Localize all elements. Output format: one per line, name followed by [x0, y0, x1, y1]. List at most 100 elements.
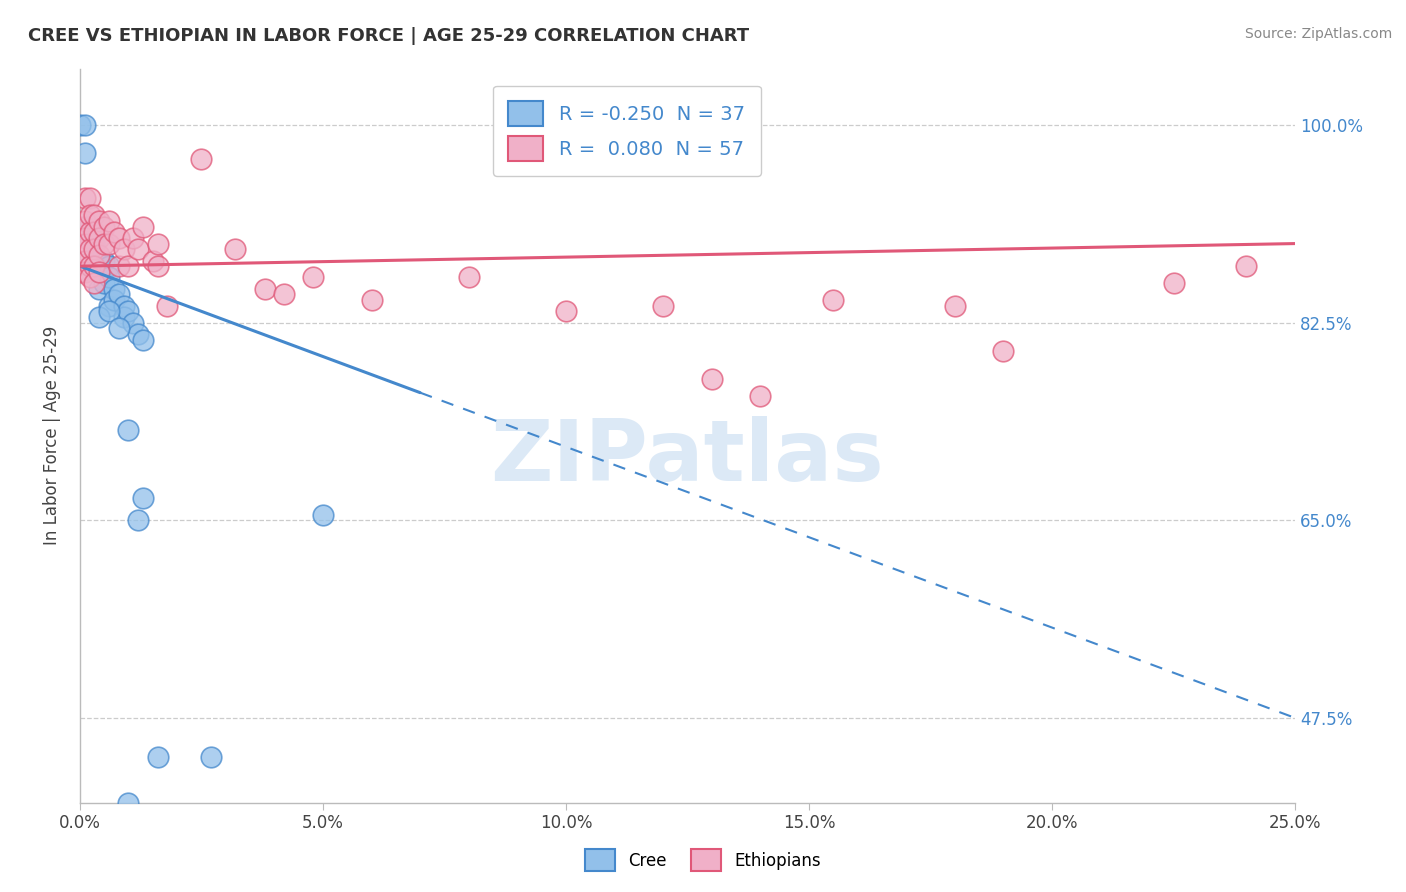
Point — [98, 299, 121, 313]
Point — [360, 293, 382, 307]
Point — [73, 219, 96, 234]
Point — [273, 287, 295, 301]
Point — [93, 219, 115, 234]
Point — [79, 208, 101, 222]
Point — [73, 191, 96, 205]
Point — [89, 248, 111, 262]
Point — [107, 287, 129, 301]
Point — [83, 242, 105, 256]
Legend: Cree, Ethiopians: Cree, Ethiopians — [576, 841, 830, 880]
Point — [83, 259, 105, 273]
Point — [73, 265, 96, 279]
Point — [89, 265, 111, 279]
Point — [127, 326, 149, 341]
Point — [73, 231, 96, 245]
Point — [89, 231, 111, 245]
Point — [312, 508, 335, 522]
Point — [122, 316, 145, 330]
Point — [69, 118, 91, 132]
Point — [98, 259, 121, 273]
Point — [652, 299, 675, 313]
Point — [98, 214, 121, 228]
Point — [107, 259, 129, 273]
Point — [302, 270, 325, 285]
Point — [1234, 259, 1257, 273]
Point — [89, 265, 111, 279]
Legend: R = -0.250  N = 37, R =  0.080  N = 57: R = -0.250 N = 37, R = 0.080 N = 57 — [494, 86, 761, 177]
Point — [98, 236, 121, 251]
Point — [79, 270, 101, 285]
Point — [73, 253, 96, 268]
Point — [98, 270, 121, 285]
Point — [200, 750, 222, 764]
Point — [117, 304, 139, 318]
Point — [103, 282, 125, 296]
Point — [146, 259, 169, 273]
Point — [83, 259, 105, 273]
Point — [83, 236, 105, 251]
Point — [142, 253, 165, 268]
Point — [79, 231, 101, 245]
Point — [79, 225, 101, 239]
Point — [117, 259, 139, 273]
Point — [127, 242, 149, 256]
Point — [93, 236, 115, 251]
Point — [112, 299, 135, 313]
Point — [98, 304, 121, 318]
Text: CREE VS ETHIOPIAN IN LABOR FORCE | AGE 25-29 CORRELATION CHART: CREE VS ETHIOPIAN IN LABOR FORCE | AGE 2… — [28, 27, 749, 45]
Point — [700, 372, 723, 386]
Point — [555, 304, 578, 318]
Point — [132, 219, 155, 234]
Point — [73, 231, 96, 245]
Point — [79, 242, 101, 256]
Point — [117, 423, 139, 437]
Point — [89, 282, 111, 296]
Point — [69, 219, 91, 234]
Point — [156, 299, 179, 313]
Point — [83, 208, 105, 222]
Point — [107, 231, 129, 245]
Point — [146, 236, 169, 251]
Point — [93, 253, 115, 268]
Point — [993, 343, 1015, 358]
Point — [253, 282, 276, 296]
Point — [107, 321, 129, 335]
Point — [190, 152, 212, 166]
Point — [112, 242, 135, 256]
Point — [83, 225, 105, 239]
Point — [1163, 276, 1185, 290]
Point — [943, 299, 966, 313]
Point — [79, 191, 101, 205]
Point — [103, 293, 125, 307]
Point — [103, 225, 125, 239]
Text: Source: ZipAtlas.com: Source: ZipAtlas.com — [1244, 27, 1392, 41]
Point — [132, 333, 155, 347]
Point — [73, 146, 96, 161]
Y-axis label: In Labor Force | Age 25-29: In Labor Force | Age 25-29 — [44, 326, 60, 545]
Point — [69, 236, 91, 251]
Point — [224, 242, 246, 256]
Point — [73, 236, 96, 251]
Point — [132, 491, 155, 505]
Point — [127, 513, 149, 527]
Point — [83, 225, 105, 239]
Point — [79, 259, 101, 273]
Point — [823, 293, 845, 307]
Text: ZIPatlas: ZIPatlas — [491, 416, 884, 500]
Point — [69, 265, 91, 279]
Point — [457, 270, 479, 285]
Point — [89, 214, 111, 228]
Point — [117, 796, 139, 810]
Point — [93, 276, 115, 290]
Point — [112, 310, 135, 324]
Point — [69, 253, 91, 268]
Point — [73, 214, 96, 228]
Point — [122, 231, 145, 245]
Point — [89, 253, 111, 268]
Point — [146, 750, 169, 764]
Point — [89, 310, 111, 324]
Point — [83, 276, 105, 290]
Point — [73, 118, 96, 132]
Point — [79, 259, 101, 273]
Point — [749, 389, 772, 403]
